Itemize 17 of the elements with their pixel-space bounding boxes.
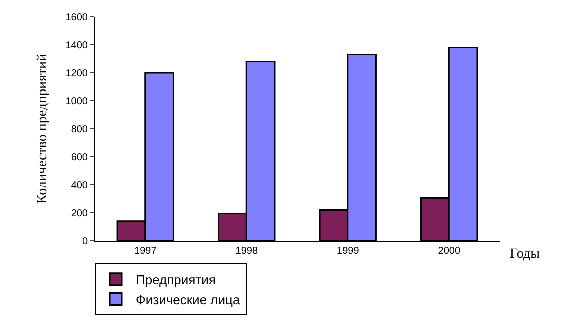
y-tick-label: 1400 (66, 40, 88, 52)
y-tick-label: 1000 (66, 96, 88, 108)
y-tick-label: 1200 (66, 68, 88, 80)
x-tick-label: 1999 (337, 246, 360, 257)
legend-label: Предприятия (136, 272, 216, 288)
y-tick-label: 400 (71, 180, 88, 192)
x-tick-label: 1997 (134, 246, 158, 257)
y-tick-label: 600 (71, 152, 88, 164)
x-tick-label: 2000 (438, 246, 461, 257)
legend-label: Физические лица (136, 292, 241, 308)
y-tick-label: 1600 (66, 12, 88, 24)
y-axis-title: Количество предприятий (35, 53, 50, 204)
x-axis-title: Годы (510, 247, 541, 262)
x-tick-label: 1998 (236, 246, 258, 257)
y-tick-label: 800 (71, 124, 88, 136)
y-tick-label: 0 (82, 236, 88, 248)
y-tick-label: 200 (71, 208, 88, 220)
